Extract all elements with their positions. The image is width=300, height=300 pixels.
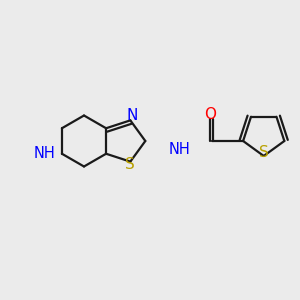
Text: NH: NH: [169, 142, 191, 157]
Text: N: N: [126, 108, 137, 123]
Text: NH: NH: [34, 146, 55, 161]
Text: O: O: [204, 107, 216, 122]
Text: S: S: [125, 157, 135, 172]
Text: S: S: [259, 145, 268, 160]
